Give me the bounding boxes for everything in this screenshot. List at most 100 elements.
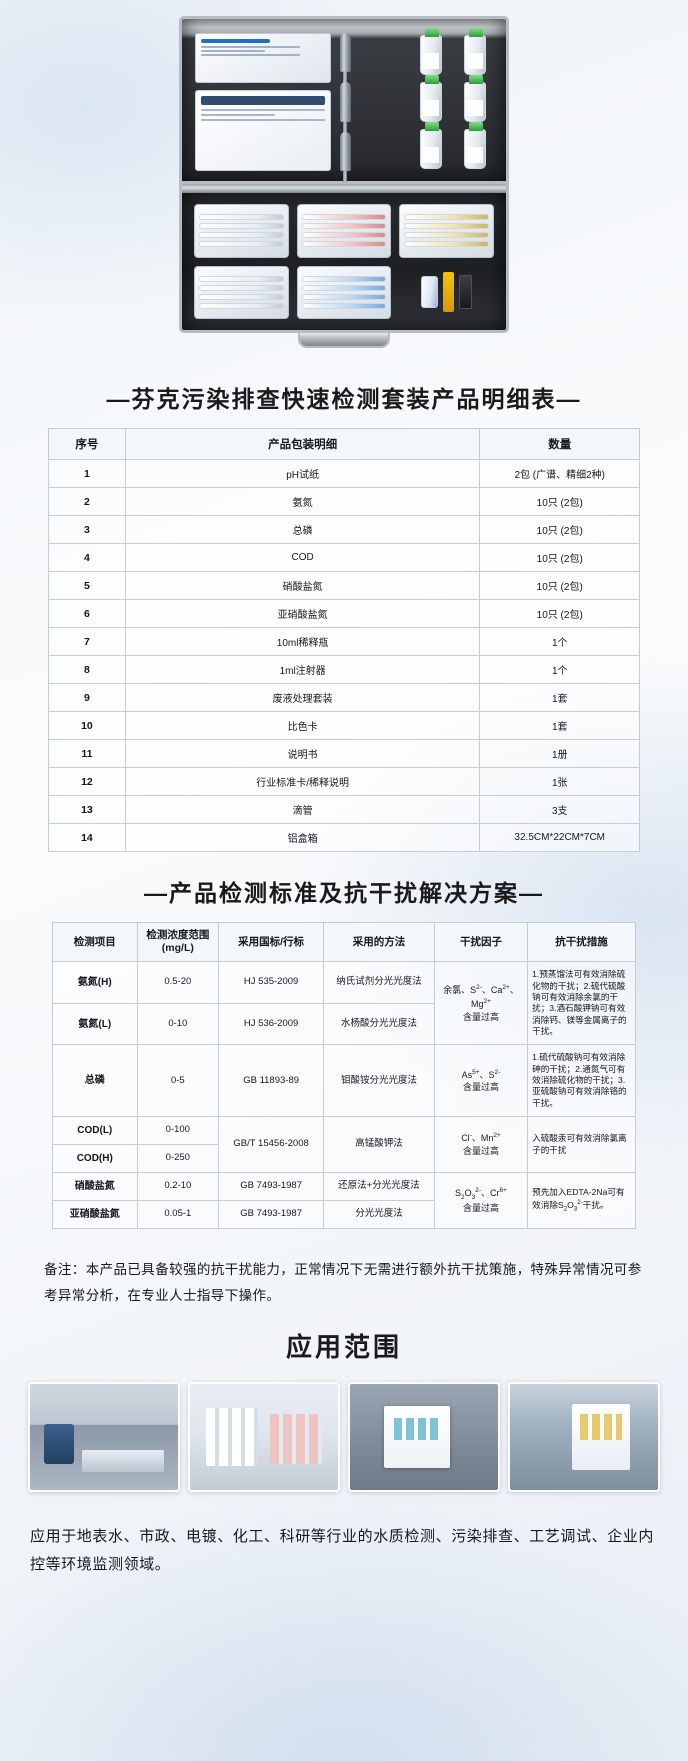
cell-range: 0-100 [136,1116,220,1146]
header-no: 序号 [48,428,126,460]
header-method: 采用的方法 [323,921,435,963]
table-row: 2 氨氮 10只 (2包) [48,487,640,516]
cell-no: 8 [48,655,126,684]
case-base [179,193,509,333]
cell-method: 钼酸铵分光光度法 [323,1044,435,1118]
table-row: 14 铝盒箱 32.5CM*22CM*7CM [48,823,640,852]
packing-list-table: 序号 产品包装明细 数量 1 pH试纸 2包 (广谱、精细2种) 2 氨氮 10只 (2包… [48,428,640,852]
cell-item: 硝酸盐氮 [124,571,481,600]
cell-no: 1 [48,459,126,488]
header-standard: 采用国标/行标 [218,921,325,963]
cell-no: 5 [48,571,126,600]
marker-pen-icon [443,272,455,313]
cell-no: 2 [48,487,126,516]
pipette-icon [339,33,351,85]
cell-test-item: 氨氮(H) [52,961,138,1004]
cell-item: COD [124,543,481,572]
case-hinge [179,184,509,193]
cell-qty: 1张 [479,767,640,796]
test-tube-pack [194,265,289,319]
sample-bottles-rack-photo [188,1382,340,1493]
reagent-bottle-icon [464,28,487,75]
cell-item: 总磷 [124,515,481,544]
reagent-bottle-icon [420,28,443,75]
cell-no: 11 [48,739,126,768]
table-row: 5 硝酸盐氮 10只 (2包) [48,571,640,600]
standards-table-wrap: 检测项目 检测浓度范围 (mg/L) 采用国标/行标 采用的方法 干扰因子 抗干… [0,921,688,1230]
tools-compartment [399,266,494,320]
cell-no: 3 [48,515,126,544]
reagent-bottle-icon [464,122,487,169]
standards-table: 检测项目 检测浓度范围 (mg/L) 采用国标/行标 采用的方法 干扰因子 抗干… [52,921,636,1230]
lab-water-testing-photo [28,1382,180,1493]
cell-qty: 10只 (2包) [479,543,640,572]
cell-measure: 预先加入EDTA-2Na可有效消除S2O32-干扰。 [527,1172,636,1230]
reagent-bottle-icon [420,122,443,169]
table-row: 7 10ml稀释瓶 1个 [48,627,640,656]
table-row: 12 行业标准卡/稀释说明 1张 [48,767,640,796]
cell-qty: 1个 [479,655,640,684]
instruction-card-icon [195,90,331,171]
packing-list-title: —芬克污染排查快速检测套装产品明细表— [106,386,582,412]
cell-item: pH试纸 [124,459,481,488]
cell-no: 12 [48,767,126,796]
cell-qty: 1册 [479,739,640,768]
test-tube-pack [194,204,289,258]
cell-test-item: 亚硝酸盐氮 [52,1200,138,1230]
cell-standard: GB 7493-1987 [218,1172,325,1202]
remark-text: 备注：本产品已具备较强的抗干扰能力，正常情况下无需进行额外抗干扰策施，特殊异常情… [44,1261,642,1303]
table-row: 13 滴管 3支 [48,795,640,824]
cell-item: 亚硝酸盐氮 [124,599,481,628]
cell-factor: S2O32-、Cr6+ 含量过高 [433,1172,529,1230]
cell-test-item: 氨氮(L) [52,1002,138,1046]
test-tube-pack [296,204,392,258]
standards-title: —产品检测标准及抗干扰解决方案— [144,880,544,906]
cell-measure: 入硫酸汞可有效消除氯离子的干扰 [527,1116,636,1174]
cell-no: 6 [48,599,126,628]
pipette-icon [339,82,351,135]
table-header-row: 检测项目 检测浓度范围 (mg/L) 采用国标/行标 采用的方法 干扰因子 抗干… [52,921,636,963]
factor-text: 余氯、S [443,985,477,996]
cell-standard: GB 11893-89 [218,1044,325,1118]
cell-no: 7 [48,627,126,656]
cell-item: 1ml注射器 [124,655,481,684]
cell-range: 0-10 [136,1002,220,1046]
cell-standard: HJ 535-2009 [218,961,325,1004]
cell-qty: 10只 (2包) [479,515,640,544]
header-range-line2: (mg/L) [161,942,194,955]
cell-item: 比色卡 [124,711,481,740]
product-detail-page: —芬克污染排查快速检测套装产品明细表— 序号 产品包装明细 数量 1 pH试纸 2包… [0,16,688,1573]
cell-qty: 1套 [479,711,640,740]
header-measure: 抗干扰措施 [527,921,636,963]
cell-item: 说明书 [124,739,481,768]
table-row: 氨氮(H) 0.5-20 HJ 535-2009 纳氏试剂分光光度法 余氯、S2… [52,961,636,1046]
factor-text: 含量过高 [462,1011,499,1022]
syringe-case-icon [459,275,473,310]
table-row: COD(L) 0-100 GB/T 15456-2008 高锰酸钾法 Cl-、M… [52,1116,636,1174]
table-row: 11 说明书 1册 [48,739,640,768]
cell-item: 滴管 [124,795,481,824]
cell-qty: 10只 (2包) [479,487,640,516]
cell-qty: 32.5CM*22CM*7CM [479,823,640,852]
table-row: 硝酸盐氮 0.2-10 GB 7493-1987 还原法+分光光度法 S2O32… [52,1172,636,1230]
cell-measure: 1.预蒸馏法可有效消除硫化物的干扰；2.硫代硫酸钠可有效消除余氯的干扰；3.酒石… [527,961,636,1046]
header-test-item: 检测项目 [52,921,138,963]
cell-standard: GB/T 15456-2008 [218,1116,325,1174]
header-item: 产品包装明细 [124,428,481,460]
table-row: 总磷 0-5 GB 11893-89 钼酸铵分光光度法 As5+、S2- 含量过… [52,1044,636,1118]
table-row: 10 比色卡 1套 [48,711,640,740]
test-tube-pack [399,204,494,258]
cell-method: 纳氏试剂分光光度法 [323,961,435,1004]
cell-factor: 余氯、S2-、Ca2+、Mg2+ 含量过高 [433,961,529,1046]
cell-method: 高锰酸钾法 [323,1116,435,1174]
header-factor: 干扰因子 [433,921,529,963]
measure-text: 干扰。 [582,1199,609,1210]
cell-no: 10 [48,711,126,740]
pipette-group [339,33,408,184]
cell-method: 还原法+分光光度法 [323,1172,435,1202]
packing-list-table-wrap: 序号 产品包装明细 数量 1 pH试纸 2包 (广谱、精细2种) 2 氨氮 10只 (2包… [0,428,688,852]
cell-measure: 1.硫代硫酸钠可有效消除砷的干扰；2.通氮气可有效消除硫化物的干扰；3.亚硫酸钠… [527,1044,636,1118]
application-scope-title: 应用范围 [285,1332,402,1363]
cell-qty: 3支 [479,795,640,824]
factor-text: 含量过高 [462,1082,499,1093]
